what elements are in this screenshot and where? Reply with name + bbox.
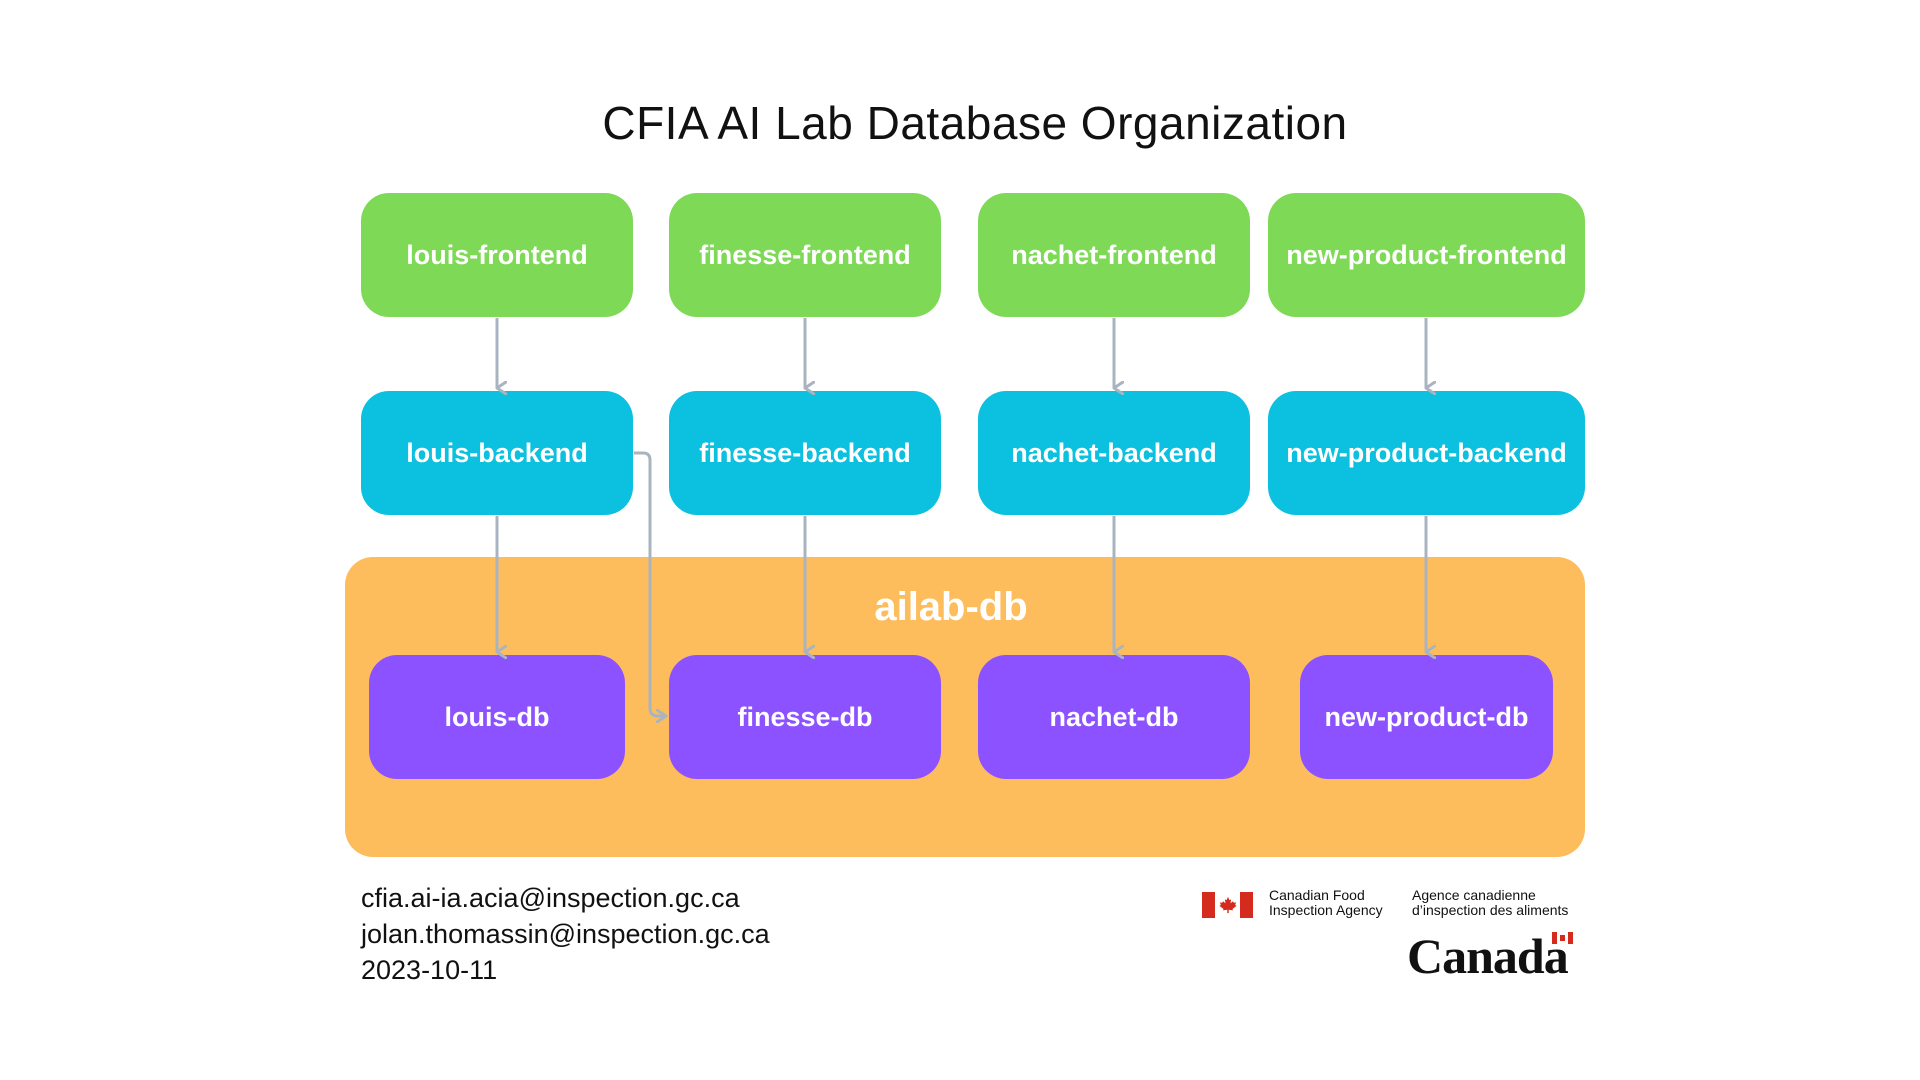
agency-name-fr: Agence canadienne d’inspection des alime…	[1412, 888, 1568, 918]
agency-name-en-line2: Inspection Agency	[1269, 902, 1383, 918]
contact-block: cfia.ai-ia.acia@inspection.gc.ca jolan.t…	[361, 880, 770, 988]
agency-name-en-line1: Canadian Food	[1269, 887, 1365, 903]
contact-email-author: jolan.thomassin@inspection.gc.ca	[361, 919, 770, 949]
louis-frontend-node: louis-frontend	[361, 193, 633, 317]
agency-name-fr-line1: Agence canadienne	[1412, 887, 1536, 903]
diagram-title: CFIA AI Lab Database Organization	[602, 97, 1348, 149]
nachet-db-node: nachet-db	[978, 655, 1250, 779]
finesse-db-node: finesse-db	[669, 655, 941, 779]
new-product-db-node: new-product-db	[1300, 655, 1553, 779]
louis-backend-node: louis-backend	[361, 391, 633, 515]
agency-name-fr-line2: d’inspection des aliments	[1412, 902, 1569, 918]
cfia-signature-logo: Canadian Food Inspection Agency Agence c…	[1200, 885, 1590, 995]
canada-wordmark: Canada	[1407, 928, 1569, 984]
contact-date: 2023-10-11	[361, 955, 498, 985]
maple-leaf-icon	[1218, 896, 1237, 914]
agency-name-en: Canadian Food Inspection Agency	[1269, 888, 1383, 918]
contact-email-team: cfia.ai-ia.acia@inspection.gc.ca	[361, 883, 740, 913]
finesse-frontend-node: finesse-frontend	[669, 193, 941, 317]
nachet-frontend-node: nachet-frontend	[978, 193, 1250, 317]
louis-db-node: louis-db	[369, 655, 625, 779]
wordmark-flag-icon	[1552, 932, 1573, 944]
nachet-backend-node: nachet-backend	[978, 391, 1250, 515]
new-product-backend-node: new-product-backend	[1268, 391, 1585, 515]
finesse-backend-node: finesse-backend	[669, 391, 941, 515]
ailab-db-label: ailab-db	[874, 585, 1028, 629]
canada-flag-icon	[1202, 892, 1253, 918]
new-product-frontend-node: new-product-frontend	[1268, 193, 1585, 317]
